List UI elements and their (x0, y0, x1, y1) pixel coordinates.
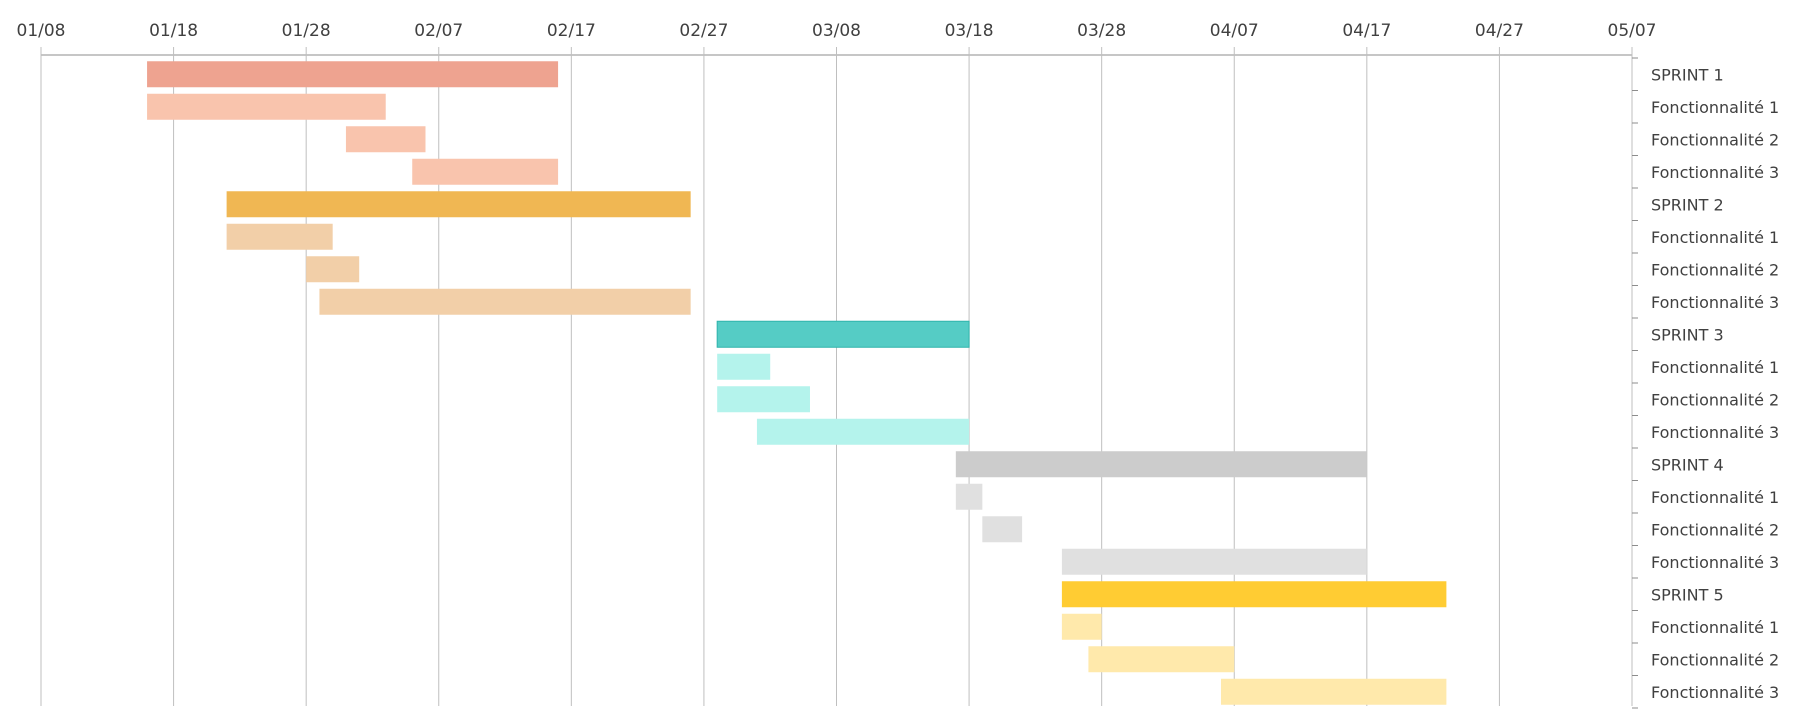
row-label-3: Fonctionnalité 3 (1651, 163, 1779, 182)
feature-bar-17 (1061, 613, 1102, 640)
feature-bar-9 (717, 353, 771, 380)
row-label-11: Fonctionnalité 3 (1651, 423, 1779, 442)
tick-label-6: 03/08 (812, 21, 861, 41)
tick-label-3: 02/07 (414, 21, 463, 41)
row-label-1: Fonctionnalité 1 (1651, 98, 1779, 117)
tick-label-8: 03/28 (1077, 21, 1126, 41)
row-label-9: Fonctionnalité 1 (1651, 358, 1779, 377)
tick-label-1: 01/18 (149, 21, 198, 41)
feature-bar-6 (306, 256, 360, 283)
feature-bar-10 (717, 386, 810, 413)
row-label-0: SPRINT 1 (1651, 65, 1724, 84)
feature-bar-19 (1220, 678, 1447, 705)
sprint-bar-12 (955, 451, 1367, 478)
tick-label-9: 04/07 (1210, 21, 1259, 41)
row-label-16: SPRINT 5 (1651, 585, 1724, 604)
row-label-4: SPRINT 2 (1651, 195, 1724, 214)
tick-labels: 01/08 01/18 01/28 02/07 02/17 02/27 03/08 03/18… (17, 21, 1657, 41)
tick-label-5: 02/27 (679, 21, 728, 41)
row-label-10: Fonctionnalité 2 (1651, 390, 1779, 409)
row-label-14: Fonctionnalité 2 (1651, 520, 1779, 539)
row-label-15: Fonctionnalité 3 (1651, 553, 1779, 572)
row-label-13: Fonctionnalité 1 (1651, 488, 1779, 507)
sprint-bar-8 (716, 320, 970, 348)
feature-bar-11 (756, 418, 970, 445)
row-label-17: Fonctionnalité 1 (1651, 618, 1779, 637)
sprint-bar-4 (226, 191, 691, 218)
row-label-8: SPRINT 3 (1651, 325, 1724, 344)
bar-layer (147, 61, 1447, 705)
feature-bar-2 (345, 126, 426, 153)
grid-layer (40, 47, 1638, 709)
row-labels: SPRINT 1 Fonctionnalité 1 Fonctionnalité 2… (1651, 65, 1779, 702)
sprint-bar-16 (1061, 581, 1447, 608)
tick-label-0: 01/08 (17, 21, 66, 41)
sprint-bar-0 (147, 61, 559, 88)
feature-bar-5 (226, 223, 333, 250)
tick-label-2: 01/28 (282, 21, 331, 41)
tick-label-10: 04/17 (1342, 21, 1391, 41)
feature-bar-7 (319, 288, 691, 315)
feature-bar-18 (1088, 646, 1235, 673)
row-label-18: Fonctionnalité 2 (1651, 650, 1779, 669)
tick-label-4: 02/17 (547, 21, 596, 41)
row-label-12: SPRINT 4 (1651, 455, 1724, 474)
feature-bar-14 (982, 516, 1023, 543)
feature-bar-1 (147, 93, 386, 120)
feature-bar-3 (412, 158, 559, 185)
row-label-6: Fonctionnalité 2 (1651, 260, 1779, 279)
feature-bar-13 (955, 483, 983, 510)
row-label-5: Fonctionnalité 1 (1651, 228, 1779, 247)
tick-label-11: 04/27 (1475, 21, 1524, 41)
row-label-7: Fonctionnalité 3 (1651, 293, 1779, 312)
feature-bar-15 (1061, 548, 1367, 575)
row-label-19: Fonctionnalité 3 (1651, 683, 1779, 702)
tick-label-12: 05/07 (1608, 21, 1657, 41)
row-label-2: Fonctionnalité 2 (1651, 130, 1779, 149)
tick-label-7: 03/18 (945, 21, 994, 41)
